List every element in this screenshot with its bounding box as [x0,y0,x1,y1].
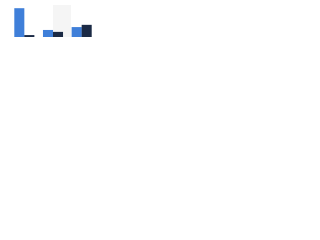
page: {"chart_data": {"type": "bar", "categori… [0,0,100,71]
plot-band [53,5,71,37]
chart [10,5,96,37]
bar [24,35,35,37]
bar [14,8,25,37]
bar [42,29,53,37]
bar [53,31,64,37]
bar [81,24,92,37]
bar [71,27,82,37]
